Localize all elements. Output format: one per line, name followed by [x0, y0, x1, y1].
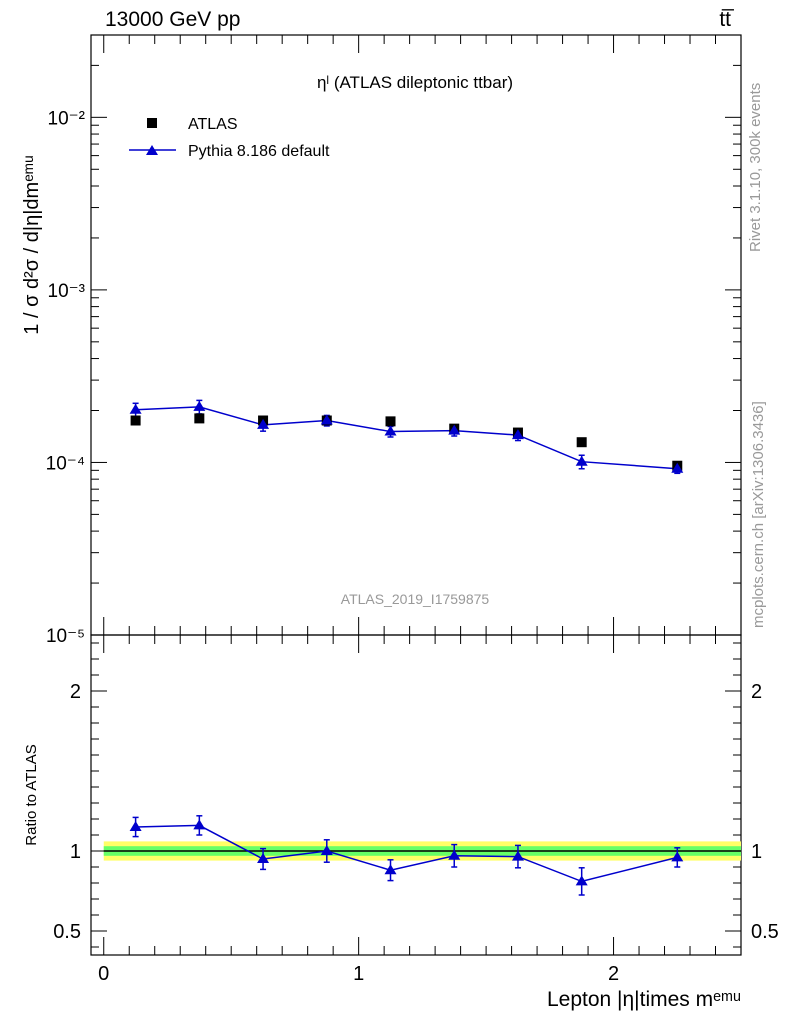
main-y-tick-label: 10⁻⁵ — [46, 626, 85, 647]
x-tick-label: 2 — [608, 963, 619, 985]
ratio-data-point — [384, 864, 397, 875]
x-axis-title: Lepton |η|times mᵉᵐᵘ — [547, 988, 741, 1011]
ratio-data-point — [575, 875, 588, 886]
main-data-layer — [129, 399, 684, 475]
pythia-data-point — [448, 424, 461, 435]
main-y-tick-label: 10⁻³ — [48, 281, 86, 302]
ratio-axis-ticks — [91, 635, 742, 955]
process-label: tt̅ — [719, 8, 735, 31]
ratio-y-tick-label-right: 2 — [751, 681, 762, 703]
ratio-uncertainty-band — [103, 841, 741, 861]
pythia-data-point — [511, 429, 524, 440]
x-tick-label: 0 — [98, 963, 109, 985]
ratio-y-tick-label-left: 0.5 — [53, 921, 81, 943]
atlas-data-point — [385, 416, 396, 427]
legend-atlas-label: ATLAS — [188, 116, 238, 133]
ratio-tick-labels: 0.5 0.5 1 1 2 2 0 1 2 — [53, 681, 779, 985]
ratio-data-point — [257, 853, 270, 863]
main-axis-ticks — [91, 34, 742, 636]
pythia-data-point — [129, 403, 142, 414]
legend-atlas-marker — [147, 118, 157, 128]
pythia-data-point — [671, 462, 684, 473]
atlas-data-point — [576, 437, 587, 448]
main-y-tick-label: 10⁻² — [48, 108, 86, 129]
main-y-tick-labels: 10⁻⁵ 10⁻⁴ 10⁻³ 10⁻² — [46, 108, 85, 647]
ratio-data-point — [511, 850, 524, 861]
ratio-data-layer — [129, 815, 684, 896]
plot-title: ηˡ (ATLAS dileptonic ttbar) — [317, 73, 513, 92]
pythia-data-point — [257, 418, 270, 429]
ratio-data-point — [448, 849, 461, 860]
pythia-series-line — [135, 406, 678, 470]
ratio-data-point — [129, 821, 142, 831]
x-tick-label: 1 — [353, 963, 364, 985]
ratio-data-point — [320, 845, 333, 855]
ratio-y-tick-label-left: 1 — [70, 841, 81, 863]
main-y-axis-title: 1 / σ d²σ / d|η|dmᵉᵐᵘ — [21, 155, 43, 334]
energy-label: 13000 GeV pp — [105, 8, 240, 31]
pythia-data-point — [320, 414, 333, 425]
ratio-y-tick-label-left: 2 — [70, 681, 81, 703]
ratio-y-tick-label-right: 1 — [751, 841, 762, 863]
ratio-y-tick-label-right: 0.5 — [751, 921, 779, 943]
atlas-data-point — [194, 413, 205, 424]
mcplots-label: mcplots.cern.ch [arXiv:1306.3436] — [750, 401, 767, 628]
pythia-data-point — [193, 400, 206, 411]
legend-pythia-label: Pythia 8.186 default — [188, 143, 330, 160]
ratio-panel-frame — [90, 634, 742, 956]
ratio-data-point — [193, 819, 206, 830]
main-y-tick-label: 10⁻⁴ — [46, 453, 85, 474]
ratio-y-axis-title: Ratio to ATLAS — [23, 744, 40, 845]
pythia-data-point — [575, 455, 588, 466]
atlas-data-point — [130, 415, 141, 426]
analysis-watermark: ATLAS_2019_I1759875 — [341, 591, 490, 607]
legend-pythia-marker — [146, 145, 158, 155]
pythia-data-point — [384, 425, 397, 436]
rivet-label: Rivet 3.1.10, 300k events — [747, 83, 764, 252]
ratio-data-point — [671, 851, 684, 862]
